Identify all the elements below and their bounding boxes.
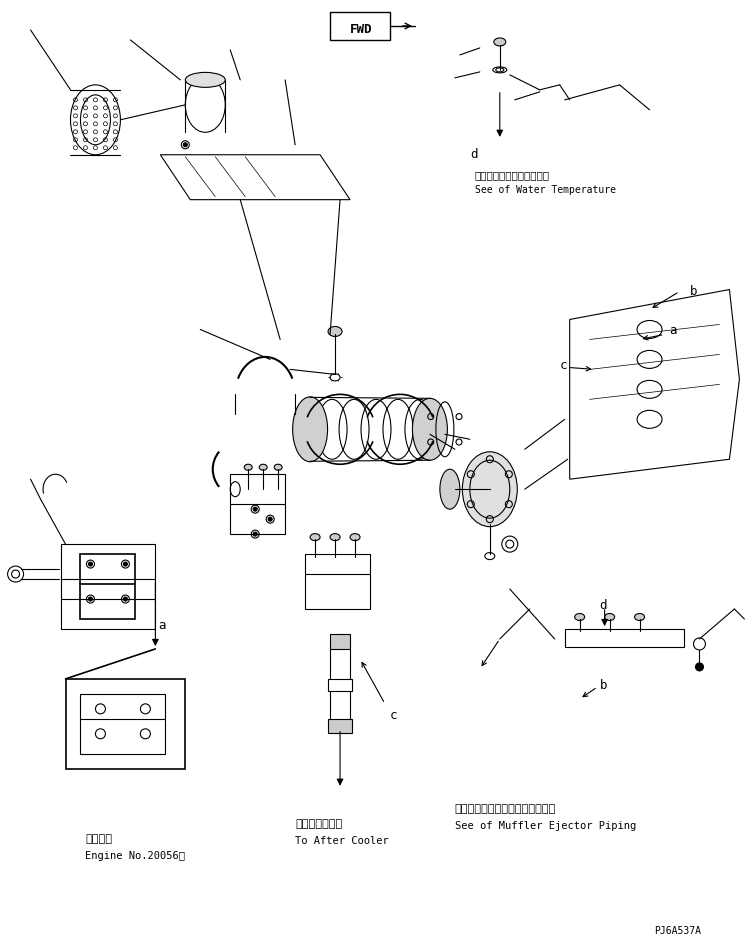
- Bar: [330, 634, 350, 649]
- Text: 適用号機: 適用号機: [86, 834, 113, 843]
- Bar: [80, 554, 135, 619]
- Circle shape: [253, 532, 257, 536]
- Bar: [231, 474, 285, 534]
- Ellipse shape: [328, 327, 342, 336]
- Ellipse shape: [259, 464, 267, 470]
- Text: To After Cooler: To After Cooler: [295, 836, 389, 846]
- Text: See of Water Temperature: See of Water Temperature: [475, 185, 616, 194]
- Text: FWD: FWD: [350, 23, 372, 37]
- Ellipse shape: [575, 613, 585, 621]
- Circle shape: [268, 517, 272, 521]
- Circle shape: [695, 663, 704, 670]
- Text: d: d: [470, 147, 478, 161]
- Text: マフラエジェクタパイピング参照: マフラエジェクタパイピング参照: [455, 804, 556, 814]
- Bar: [330, 12, 390, 40]
- Ellipse shape: [463, 452, 517, 527]
- Text: b: b: [599, 679, 607, 692]
- Ellipse shape: [635, 613, 644, 621]
- Text: a: a: [670, 325, 677, 337]
- Bar: [65, 679, 185, 769]
- Ellipse shape: [274, 464, 282, 470]
- Text: See of Muffler Ejector Piping: See of Muffler Ejector Piping: [455, 821, 636, 831]
- Circle shape: [89, 562, 92, 566]
- Text: Engine No.20056～: Engine No.20056～: [86, 851, 185, 861]
- Text: c: c: [559, 360, 567, 373]
- Circle shape: [123, 562, 128, 566]
- Circle shape: [183, 143, 187, 146]
- Ellipse shape: [494, 38, 505, 46]
- Bar: [328, 679, 352, 691]
- Ellipse shape: [330, 533, 340, 541]
- Text: a: a: [158, 619, 166, 632]
- Ellipse shape: [350, 533, 360, 541]
- Bar: [61, 544, 155, 629]
- Bar: [565, 629, 684, 647]
- Text: c: c: [390, 709, 397, 722]
- Ellipse shape: [412, 398, 448, 460]
- Text: b: b: [689, 285, 697, 298]
- Text: PJ6A537A: PJ6A537A: [655, 927, 701, 936]
- Circle shape: [253, 507, 257, 511]
- Ellipse shape: [440, 470, 460, 509]
- Ellipse shape: [185, 72, 225, 87]
- Bar: [328, 719, 352, 732]
- Text: アフタクーラヘ: アフタクーラヘ: [295, 819, 342, 828]
- Bar: [305, 554, 370, 609]
- Ellipse shape: [605, 613, 614, 621]
- Text: ウォータテンバラチャ参照: ウォータテンバラチャ参照: [475, 170, 550, 179]
- Text: d: d: [599, 599, 607, 612]
- Ellipse shape: [293, 397, 327, 462]
- Circle shape: [123, 597, 128, 601]
- Ellipse shape: [244, 464, 252, 470]
- Circle shape: [89, 597, 92, 601]
- Ellipse shape: [310, 533, 320, 541]
- Bar: [80, 694, 165, 754]
